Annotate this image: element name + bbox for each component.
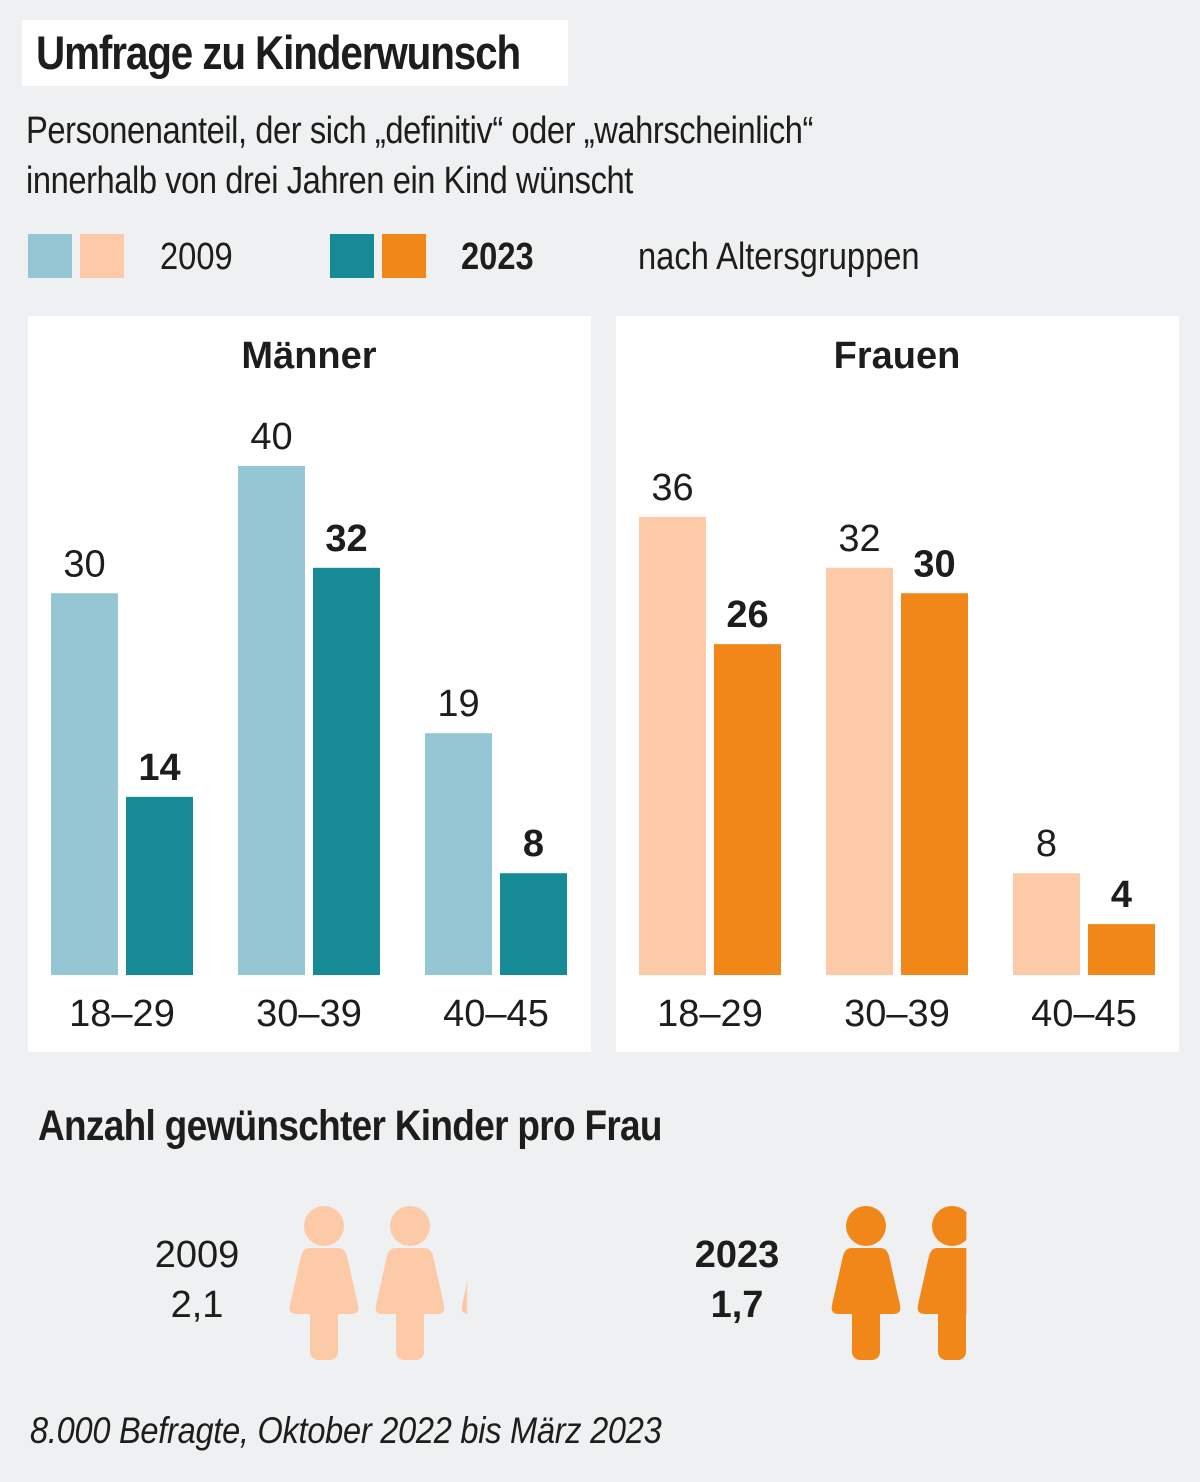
women-bar-2023-0 [714,644,781,975]
women-bar-2009-2 [1013,873,1080,975]
title-box [22,20,568,86]
women-category-label-1: 30–39 [844,993,950,1035]
kids-year-2009: 2009 [154,1234,240,1276]
chart-title: Umfrage zu Kinderwunsch [36,26,521,79]
subtitle-line-2: innerhalb von drei Jahren ein Kind wünsc… [26,160,633,202]
men-value-label-2009-2: 19 [437,683,479,725]
kids-2023-person-icon-0 [831,1206,901,1360]
men-category-label-1: 30–39 [256,993,362,1035]
men-bar-2023-1 [313,567,380,975]
men-bar-2023-0 [126,796,193,975]
women-category-label-0: 18–29 [657,993,763,1035]
kids-value-2023: 1,7 [710,1284,764,1326]
men-value-label-2023-2: 8 [523,823,544,865]
men-panel-title: Männer [241,335,376,377]
men-value-label-2009-0: 30 [63,543,105,585]
men-value-label-2023-1: 32 [325,518,367,560]
women-value-label-2009-1: 32 [838,518,880,560]
men-bar-2009-2 [425,733,492,975]
legend-label-grouping: nach Altersgruppen [638,236,920,278]
chart-panel-men: Männer 30 14 18–29 40 32 30–39 19 8 40–45 [28,316,591,1052]
women-bar-2009-1 [826,567,893,975]
kids-2009-person-icon-2 [461,1281,468,1314]
kids-value-2009: 2,1 [170,1284,224,1326]
legend-swatch-women-2009 [80,234,124,278]
men-bar-2023-2 [500,873,567,975]
women-bar-2009-0 [639,516,706,975]
men-value-label-2009-1: 40 [250,416,292,458]
subtitle-line-1: Personenanteil, der sich „definitiv“ ode… [26,110,813,152]
legend-swatch-women-2023 [382,234,426,278]
kids-year-2023: 2023 [694,1234,780,1276]
men-value-label-2023-0: 14 [138,747,180,789]
women-value-label-2023-0: 26 [726,594,768,636]
legend-label-2023: 2023 [461,236,534,278]
women-value-label-2023-2: 4 [1111,874,1132,916]
chart-subtitle: Personenanteil, der sich „definitiv“ ode… [26,106,813,206]
kids-2009-person-icon-1 [375,1206,445,1360]
women-panel-title: Frauen [834,335,961,377]
chart-panel-women: Frauen 36 26 18–29 32 30 30–39 8 4 40–45 [616,316,1179,1052]
men-bar-2009-1 [238,466,305,975]
kids-icons-2009 [289,1206,468,1360]
kids-icons-2023 [831,1206,967,1360]
legend-label-2009: 2009 [160,236,233,278]
legend-swatch-men-2023 [330,234,374,278]
footnote: 8.000 Befragte, Oktober 2022 bis März 20… [30,1410,662,1451]
kids-2023-person-icon-1 [917,1206,967,1360]
men-bar-2009-0 [51,593,118,975]
women-bar-2023-1 [901,593,968,975]
chart-women-svg: Frauen 36 26 18–29 32 30 30–39 8 4 40–45 [639,335,1155,1035]
women-value-label-2023-1: 30 [913,543,955,585]
women-value-label-2009-0: 36 [651,467,693,509]
kids-section-title: Anzahl gewünschter Kinder pro Frau [38,1102,663,1150]
women-value-label-2009-2: 8 [1036,823,1057,865]
legend: 2009 2023 nach Altersgruppen [0,234,1200,280]
women-category-label-2: 40–45 [1031,993,1137,1035]
chart-men-svg: Männer 30 14 18–29 40 32 30–39 19 8 40–45 [51,335,567,1035]
women-bar-2023-2 [1088,924,1155,975]
men-category-label-0: 18–29 [69,993,175,1035]
men-category-label-2: 40–45 [443,993,549,1035]
kids-2009-person-icon-0 [289,1206,359,1360]
legend-swatch-men-2009 [28,234,72,278]
